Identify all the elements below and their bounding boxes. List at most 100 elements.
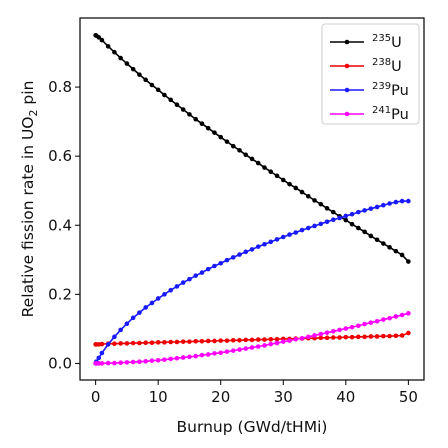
data-point bbox=[193, 353, 199, 359]
data-point bbox=[356, 209, 361, 215]
data-point bbox=[218, 338, 224, 343]
legend-item-241-pu: 241Pu bbox=[330, 105, 409, 123]
legend-item-235-u: 235U bbox=[330, 33, 402, 51]
data-point bbox=[105, 342, 111, 347]
data-point bbox=[124, 341, 130, 346]
data-point bbox=[187, 354, 192, 360]
data-point bbox=[262, 343, 267, 348]
data-point bbox=[349, 334, 355, 340]
data-point bbox=[187, 112, 192, 117]
legend-label: 241Pu bbox=[372, 105, 409, 123]
data-point bbox=[337, 327, 342, 333]
x-tick-label: 40 bbox=[336, 388, 355, 406]
series-238-u bbox=[93, 330, 411, 347]
data-point bbox=[399, 198, 405, 204]
data-point bbox=[318, 335, 324, 341]
data-point bbox=[143, 340, 148, 345]
data-point bbox=[349, 211, 355, 217]
legend-item-239-pu: 239Pu bbox=[330, 81, 409, 99]
data-point bbox=[243, 152, 249, 158]
data-point bbox=[255, 344, 261, 349]
data-point bbox=[324, 219, 330, 225]
data-point bbox=[280, 339, 286, 344]
data-point bbox=[149, 82, 155, 88]
data-point bbox=[331, 329, 336, 334]
data-point bbox=[274, 340, 280, 346]
data-point bbox=[381, 317, 386, 322]
data-point bbox=[387, 333, 392, 339]
data-point bbox=[199, 270, 205, 275]
data-point bbox=[224, 349, 230, 354]
data-point bbox=[112, 360, 117, 366]
plot-area bbox=[93, 32, 411, 366]
x-tick-label: 20 bbox=[211, 388, 230, 406]
data-point bbox=[312, 223, 317, 229]
y-axis-label: Relative fission rate in UO2 pin bbox=[19, 81, 40, 318]
data-point bbox=[374, 318, 380, 324]
data-point bbox=[143, 77, 148, 83]
data-point bbox=[387, 201, 392, 206]
data-point bbox=[199, 352, 205, 358]
data-point bbox=[243, 346, 249, 351]
data-point bbox=[218, 134, 224, 140]
data-point bbox=[293, 185, 299, 191]
data-point bbox=[118, 360, 123, 366]
data-point bbox=[205, 352, 211, 357]
data-point bbox=[249, 345, 255, 350]
data-point bbox=[230, 348, 236, 353]
data-point bbox=[218, 260, 224, 266]
legend-label: 235U bbox=[372, 33, 402, 51]
legend-label: 238U bbox=[372, 57, 402, 75]
data-point bbox=[331, 335, 336, 340]
data-point bbox=[293, 336, 299, 342]
data-point bbox=[99, 37, 105, 43]
y-tick-label: 0.0 bbox=[48, 354, 72, 372]
data-point bbox=[205, 338, 211, 344]
data-point bbox=[374, 237, 380, 243]
data-point bbox=[374, 204, 380, 210]
data-point bbox=[199, 121, 205, 126]
data-point bbox=[374, 334, 380, 339]
data-point bbox=[112, 49, 117, 55]
data-point bbox=[118, 341, 123, 346]
data-point bbox=[324, 335, 330, 341]
data-point bbox=[331, 209, 336, 215]
x-tick-label: 0 bbox=[91, 388, 101, 406]
legend: 235U 238U 239Pu 241Pu bbox=[321, 23, 420, 125]
data-point bbox=[287, 338, 292, 343]
data-point bbox=[393, 314, 399, 319]
data-point bbox=[305, 193, 311, 199]
data-point bbox=[293, 230, 299, 235]
data-point bbox=[99, 361, 105, 366]
legend-swatch-marker bbox=[344, 87, 350, 93]
data-point bbox=[180, 355, 186, 360]
data-point bbox=[168, 287, 173, 293]
data-point bbox=[168, 356, 173, 362]
data-point bbox=[368, 206, 374, 211]
data-point bbox=[406, 330, 411, 336]
data-point bbox=[268, 341, 274, 347]
data-point bbox=[174, 102, 180, 107]
data-point bbox=[143, 359, 148, 364]
data-point bbox=[343, 334, 349, 340]
data-point bbox=[249, 337, 255, 343]
data-point bbox=[180, 107, 186, 112]
data-point bbox=[230, 337, 236, 343]
data-point bbox=[362, 334, 367, 340]
data-point bbox=[356, 225, 361, 231]
data-point bbox=[243, 337, 249, 343]
data-point bbox=[118, 327, 123, 333]
data-point bbox=[381, 333, 386, 339]
data-point bbox=[230, 255, 236, 260]
y-tick-label: 0.8 bbox=[48, 78, 72, 96]
data-point bbox=[356, 334, 361, 340]
data-point bbox=[268, 239, 274, 245]
data-point bbox=[218, 350, 224, 356]
data-point bbox=[168, 97, 173, 103]
data-point bbox=[130, 66, 136, 72]
data-point bbox=[406, 311, 411, 316]
data-point bbox=[180, 339, 186, 344]
data-point bbox=[318, 221, 324, 227]
data-point bbox=[118, 55, 123, 61]
data-point bbox=[137, 359, 142, 364]
